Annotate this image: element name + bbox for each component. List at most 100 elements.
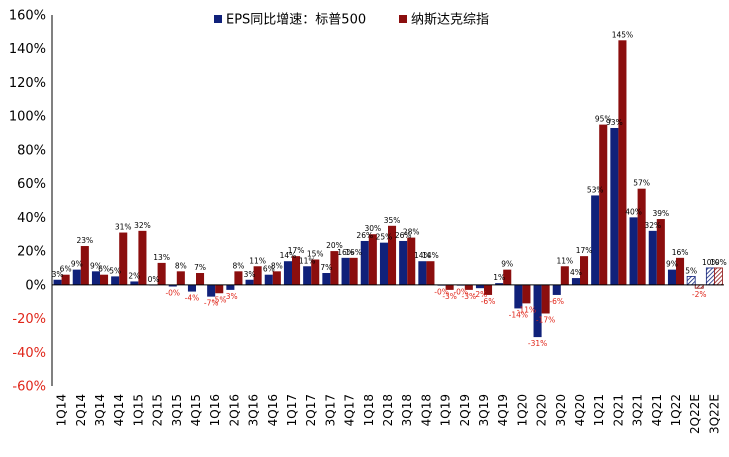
data-label-sp500-4Q21: 32% bbox=[644, 221, 661, 230]
data-labels: 3%6%9%23%9%6% 5%31%2%32%0%13%-0%8%-4%7%-7… bbox=[52, 30, 727, 348]
data-label-nasdaq-2Q14: 23% bbox=[76, 236, 93, 245]
y-tick-label: -40% bbox=[12, 346, 46, 361]
data-label-nasdaq-3Q21: 57% bbox=[633, 179, 650, 188]
bar-nasdaq-2Q14 bbox=[80, 246, 89, 285]
data-label-nasdaq-4Q20: 17% bbox=[576, 246, 593, 255]
bar-sp500-3Q17 bbox=[322, 273, 331, 285]
data-label-sp500-2Q16: -3% bbox=[223, 292, 238, 301]
data-label-sp500-4Q20: 4% bbox=[570, 268, 582, 277]
data-label-sp500-3Q22E: 10% bbox=[702, 258, 719, 267]
bar-sp500-4Q15 bbox=[187, 284, 196, 292]
legend-swatch-nasdaq bbox=[399, 15, 407, 23]
legend-label-nasdaq: 纳斯达克综指 bbox=[411, 13, 489, 28]
bar-sp500-3Q15 bbox=[168, 284, 177, 287]
data-label-nasdaq-4Q14: 31% bbox=[115, 223, 132, 232]
bar-nasdaq-3Q14 bbox=[100, 274, 109, 285]
x-tick-label: 3Q17 bbox=[323, 394, 337, 426]
bar-sp500-1Q21 bbox=[591, 195, 600, 285]
data-label-sp500-2Q20: -31% bbox=[528, 339, 547, 348]
y-tick-label: 0% bbox=[25, 278, 46, 293]
bar-nasdaq-2Q15 bbox=[157, 262, 166, 285]
x-tick-label: 4Q20 bbox=[573, 394, 587, 426]
data-label-nasdaq-3Q16: 11% bbox=[249, 256, 266, 265]
data-label-sp500-2Q21: 93% bbox=[606, 118, 623, 127]
data-label-nasdaq-2Q18: 35% bbox=[384, 216, 401, 225]
y-tick-label: 100% bbox=[9, 110, 46, 125]
bar-nasdaq-4Q18 bbox=[426, 261, 435, 285]
data-label-sp500-4Q19: 1% bbox=[493, 273, 505, 282]
data-label-sp500-4Q15: -4% bbox=[185, 294, 200, 303]
data-label-sp500-2Q22E: 5% bbox=[685, 266, 697, 275]
x-tick-label: 4Q14 bbox=[112, 394, 126, 426]
bar-nasdaq-2Q18 bbox=[388, 225, 397, 285]
bar-sp500-2Q18 bbox=[379, 242, 388, 285]
data-label-sp500-1Q20: -14% bbox=[509, 310, 528, 319]
bar-nasdaq-3Q19 bbox=[484, 284, 493, 295]
bar-sp500-3Q16 bbox=[245, 279, 254, 285]
x-tick-label: 1Q16 bbox=[208, 394, 222, 426]
data-label-sp500-1Q21: 53% bbox=[587, 185, 604, 194]
x-tick-label: 4Q16 bbox=[266, 394, 280, 426]
y-tick-label: 80% bbox=[17, 143, 46, 158]
data-label-sp500-3Q20: -6% bbox=[549, 297, 564, 306]
data-label-nasdaq-1Q15: 32% bbox=[134, 221, 151, 230]
data-label-sp500-4Q17: 16% bbox=[337, 248, 354, 257]
x-tick-label: 1Q19 bbox=[439, 394, 453, 426]
bar-sp500-1Q16 bbox=[207, 284, 216, 297]
bar-sp500-2Q22E bbox=[686, 275, 696, 286]
data-label-sp500-2Q14: 9% bbox=[71, 260, 83, 269]
data-label-nasdaq-4Q19: 9% bbox=[501, 260, 513, 269]
data-label-nasdaq-1Q17: 17% bbox=[288, 246, 305, 255]
bar-nasdaq-3Q17 bbox=[330, 251, 339, 285]
data-label-nasdaq-1Q14: 6% bbox=[60, 265, 72, 274]
bar-nasdaq-2Q21 bbox=[618, 40, 627, 285]
data-label-nasdaq-1Q18: 30% bbox=[364, 224, 381, 233]
data-label-nasdaq-3Q19: -6% bbox=[481, 297, 496, 306]
x-tick-label: 1Q14 bbox=[55, 394, 69, 426]
bar-nasdaq-3Q21 bbox=[637, 188, 646, 285]
x-tick-label: 2Q16 bbox=[227, 394, 241, 426]
x-tick-label: 3Q16 bbox=[247, 394, 261, 426]
x-tick-label: 1Q21 bbox=[592, 394, 606, 426]
bar-sp500-3Q19 bbox=[475, 284, 484, 289]
x-tick-label: 1Q17 bbox=[285, 394, 299, 426]
x-tick-label: 2Q18 bbox=[381, 394, 395, 426]
legend-label-sp500: EPS同比增速：标普500 bbox=[226, 13, 366, 28]
x-tick-label: 2Q22E bbox=[688, 394, 702, 434]
data-label-sp500-3Q19: -2% bbox=[473, 290, 488, 299]
bar-nasdaq-2Q22E bbox=[694, 284, 704, 289]
data-label-nasdaq-3Q14: 6% bbox=[98, 265, 110, 274]
bar-nasdaq-1Q19 bbox=[445, 284, 454, 290]
x-tick-label: 2Q14 bbox=[74, 394, 88, 426]
bar-nasdaq-2Q20 bbox=[541, 284, 550, 314]
bar-sp500-1Q15 bbox=[130, 281, 139, 285]
bar-nasdaq-2Q19 bbox=[464, 284, 473, 290]
data-label-nasdaq-4Q15: 7% bbox=[194, 263, 206, 272]
data-label-sp500-4Q18: 14% bbox=[414, 251, 431, 260]
bar-sp500-4Q14 bbox=[111, 276, 120, 285]
data-label-nasdaq-2Q21: 145% bbox=[612, 30, 633, 39]
bar-nasdaq-3Q18 bbox=[407, 237, 416, 285]
data-label-sp500-3Q14: 9% bbox=[90, 261, 102, 270]
y-tick-label: 40% bbox=[17, 211, 46, 226]
bar-nasdaq-1Q18 bbox=[368, 234, 377, 285]
bar-sp500-4Q21 bbox=[648, 230, 657, 285]
bar-sp500-2Q21 bbox=[610, 127, 619, 285]
y-tick-label: -60% bbox=[12, 380, 46, 395]
x-tick-label: 4Q21 bbox=[650, 394, 664, 426]
bar-nasdaq-2Q17 bbox=[311, 259, 320, 285]
data-label-sp500-1Q14: 3% bbox=[52, 270, 64, 279]
y-axis-ticks: 160% 140% 120% 100% 80% 60% 40% 20% 0% -20% -40% -6… bbox=[9, 9, 46, 395]
x-axis-ticks: 1Q14 2Q14 3Q14 4Q14 1Q15 2Q15 3Q15 4Q15 1Q16 2Q16… bbox=[55, 394, 722, 434]
bar-sp500-2Q14 bbox=[72, 269, 81, 285]
x-tick-label: 3Q15 bbox=[170, 394, 184, 426]
bar-sp500-3Q18 bbox=[399, 240, 408, 285]
data-label-sp500-3Q17: 7% bbox=[320, 263, 332, 272]
bar-nasdaq-3Q16 bbox=[253, 266, 262, 285]
data-label-nasdaq-4Q17: 16% bbox=[345, 248, 362, 257]
data-label-sp500-1Q18: 26% bbox=[356, 231, 373, 240]
bar-nasdaq-3Q20 bbox=[560, 266, 569, 285]
data-label-nasdaq-2Q16: 8% bbox=[232, 261, 244, 270]
axes bbox=[51, 15, 724, 386]
bar-nasdaq-4Q15 bbox=[196, 273, 205, 285]
